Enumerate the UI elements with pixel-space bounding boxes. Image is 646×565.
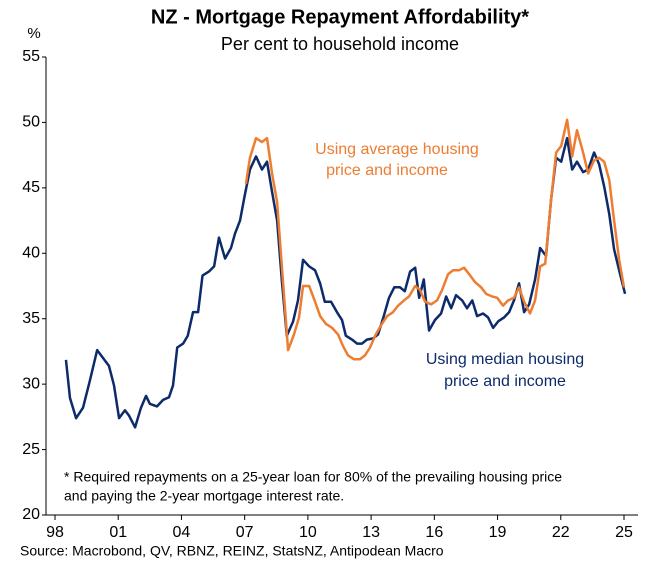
x-tick-label: 10	[299, 524, 317, 541]
footnote: * Required repayments on a 25-year loan …	[64, 469, 562, 485]
line-series	[244, 118, 626, 361]
annotation: Using median housing	[426, 351, 584, 368]
y-tick-label: 20	[22, 506, 40, 523]
chart-title: NZ - Mortgage Repayment Affordability*	[151, 6, 529, 28]
x-tick-label: 98	[46, 524, 64, 541]
y-tick-label: 30	[22, 375, 40, 392]
x-tick-label: 07	[236, 524, 254, 541]
annotation: price and income	[326, 162, 448, 179]
x-tick-label: 22	[552, 524, 570, 541]
footnote: and paying the 2-year mortgage interest …	[64, 488, 344, 504]
source: Source: Macrobond, QV, RBNZ, REINZ, Stat…	[20, 543, 444, 559]
x-tick-label: 04	[173, 524, 191, 541]
y-tick-label: 40	[22, 245, 40, 262]
annotation: Using average housing	[315, 141, 479, 158]
y-tick-label: 35	[22, 310, 40, 327]
y-tick-label: 45	[22, 179, 40, 196]
annotation: price and income	[444, 373, 566, 390]
line-series	[64, 136, 627, 429]
x-tick-label: 19	[489, 524, 507, 541]
x-tick-label: 01	[109, 524, 127, 541]
y-tick-label: 50	[22, 114, 40, 131]
x-tick-label: 16	[425, 524, 443, 541]
y-tick-label: 55	[22, 48, 40, 65]
x-tick-label: 25	[615, 524, 633, 541]
y-unit: %	[27, 25, 40, 42]
x-tick-label: 13	[362, 524, 380, 541]
y-tick-label: 25	[22, 441, 40, 458]
chart-subtitle: Per cent to household income	[221, 34, 459, 54]
